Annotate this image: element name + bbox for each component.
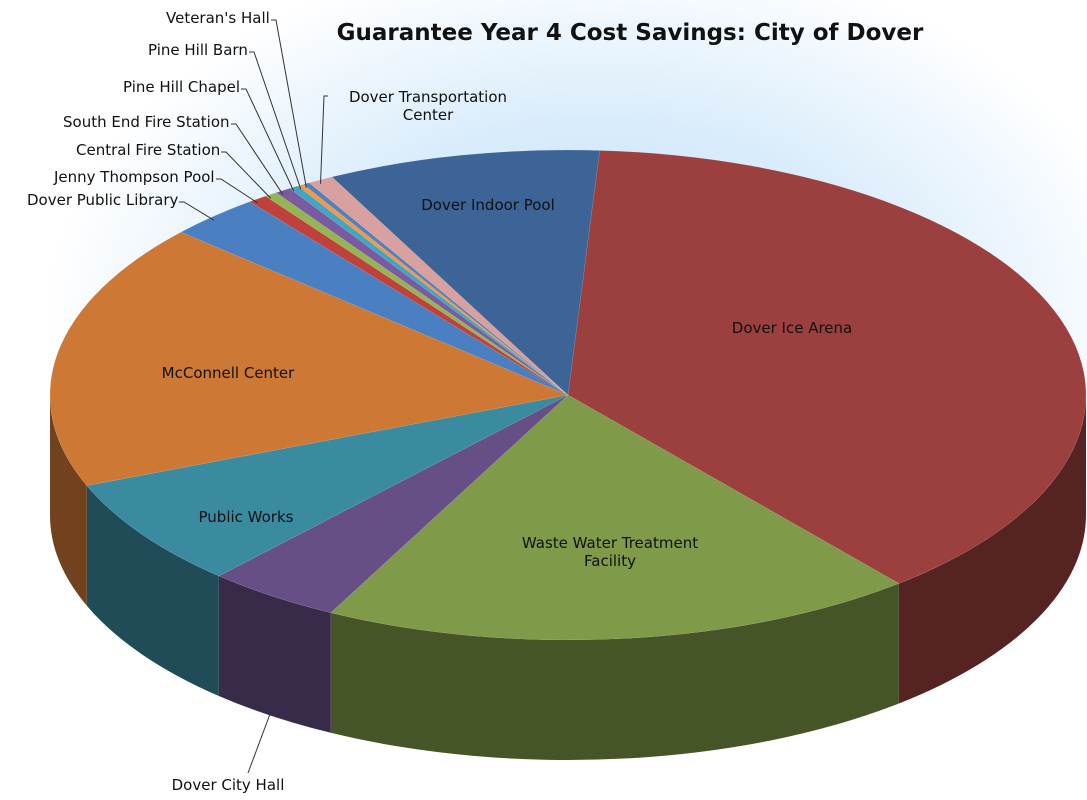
- slice-label: McConnell Center: [161, 364, 295, 382]
- slice: [264, 192, 569, 396]
- leader-line: [231, 123, 284, 195]
- slice-side: [86, 485, 219, 696]
- slice: [249, 195, 569, 396]
- slice-label: Central Fire Station: [76, 141, 221, 159]
- slice: [331, 149, 600, 396]
- slice-side: [50, 395, 87, 606]
- leader-line: [320, 95, 328, 184]
- slice: [275, 188, 569, 396]
- slice-label: South End Fire Station: [63, 113, 230, 131]
- slice-label: Dover Ice Arena: [731, 319, 853, 337]
- slice: [86, 394, 569, 577]
- slice-label: Dover Transportation Center: [348, 88, 508, 124]
- leader-line: [179, 201, 215, 221]
- slice: [297, 184, 569, 396]
- leader-line: [271, 19, 307, 188]
- slice-label: Dover Public Library: [27, 191, 179, 209]
- slice-label: Dover City Hall: [171, 776, 285, 794]
- slice: [289, 185, 569, 396]
- slice-side: [898, 395, 1086, 704]
- slice-side: [218, 575, 331, 733]
- chart-title: Guarantee Year 4 Cost Savings: City of D…: [336, 20, 924, 46]
- leader-line: [247, 707, 273, 774]
- slice-label: Pine Hill Chapel: [123, 78, 241, 96]
- slice: [330, 394, 900, 641]
- leader-line: [241, 88, 295, 192]
- slice: [49, 231, 569, 486]
- slice-label: Waste Water Treatment Facility: [521, 534, 699, 570]
- slice: [180, 201, 569, 396]
- slice-label: Public Works: [198, 508, 294, 526]
- slice: [218, 394, 569, 614]
- slice-label: Pine Hill Barn: [148, 41, 248, 59]
- slice-label: Dover Indoor Pool: [421, 196, 555, 214]
- slice: [303, 182, 569, 396]
- slice-label: Jenny Thompson Pool: [54, 168, 215, 186]
- leader-line: [216, 178, 258, 204]
- leader-line: [249, 51, 302, 190]
- slice: [567, 150, 1087, 584]
- leader-line: [221, 151, 272, 199]
- slice-label: Veteran's Hall: [166, 9, 270, 27]
- slice-side: [330, 583, 899, 760]
